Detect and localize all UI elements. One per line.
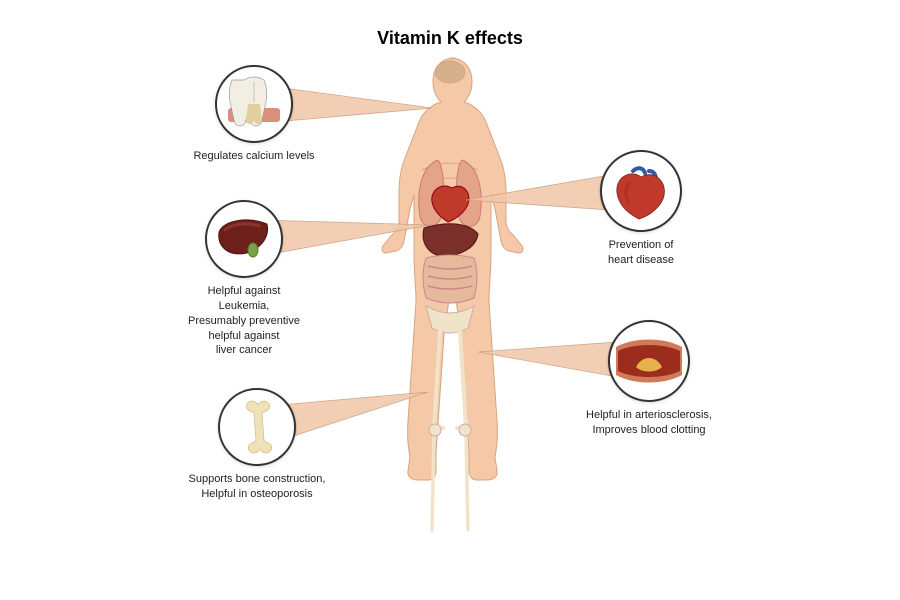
tooth-icon [215,65,293,143]
callout-liver: Helpful against Leukemia, Presumably pre… [205,200,314,358]
bone-icon [218,388,296,466]
artery-icon [608,320,690,402]
human-body-figure [360,50,540,565]
callout-heart: Prevention of heart disease [600,150,711,268]
page-title: Vitamin K effects [0,28,900,49]
heart-label: Prevention of heart disease [571,238,711,268]
callout-artery: Helpful in arteriosclerosis, Improves bl… [608,320,719,438]
artery-label: Helpful in arteriosclerosis, Improves bl… [579,408,719,438]
callout-tooth: Regulates calcium levels [215,65,324,164]
liver-icon [205,200,283,278]
heart-icon [600,150,682,232]
liver-label: Helpful against Leukemia, Presumably pre… [174,284,314,358]
tooth-label: Regulates calcium levels [184,149,324,164]
callout-bone: Supports bone construction, Helpful in o… [218,388,327,502]
bone-label: Supports bone construction, Helpful in o… [187,472,327,502]
